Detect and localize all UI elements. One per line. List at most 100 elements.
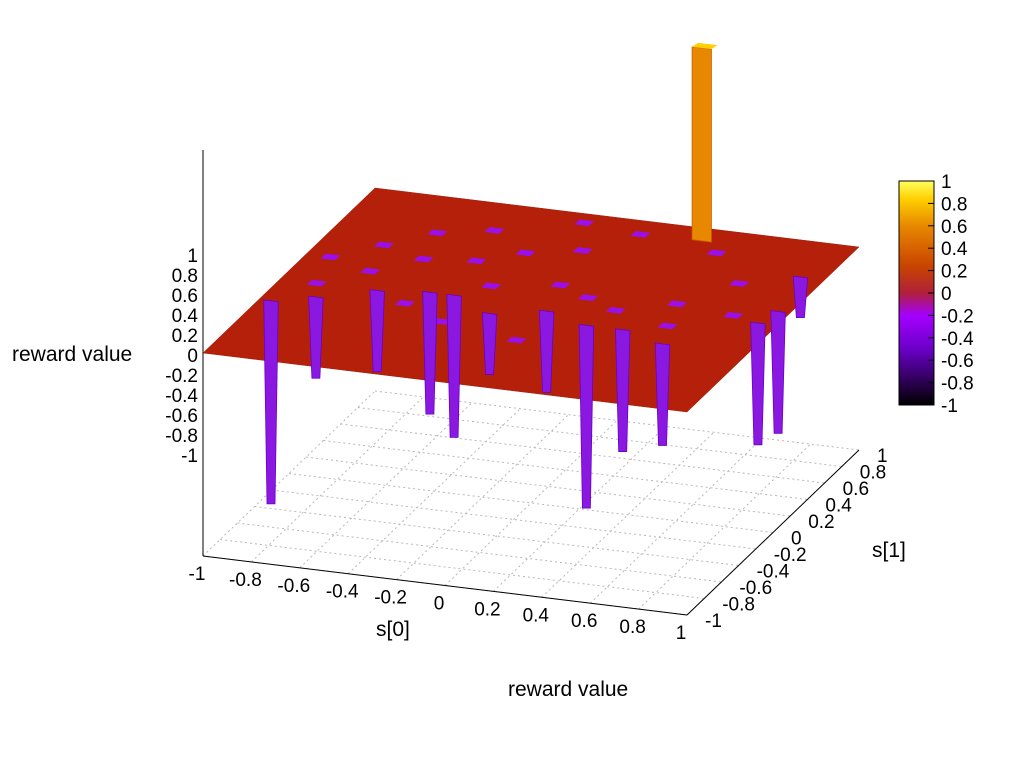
colorbox-title: reward value — [508, 678, 628, 701]
z-tick-label: 0.4 — [172, 306, 199, 327]
y-tick-label: -0.6 — [739, 578, 772, 599]
grid-line-y — [237, 522, 722, 583]
x-tick-label: 0 — [434, 594, 445, 615]
x-tick-label: -0.8 — [229, 570, 262, 591]
y-tick-label: 0 — [791, 529, 802, 550]
color-key-tick-label: 1 — [941, 172, 952, 193]
y-tick-label: -0.2 — [774, 545, 807, 566]
color-key-tick-label: -0.4 — [941, 329, 974, 350]
surface-patch — [729, 280, 749, 287]
color-key-tick-label: 0.2 — [941, 262, 967, 283]
surface-patch — [605, 306, 626, 314]
surface-dip — [422, 290, 438, 415]
surface-dip — [654, 342, 671, 446]
z-tick-label: -0.8 — [165, 426, 198, 447]
z-tick-label: -0.2 — [165, 366, 198, 387]
tick-labels: -1 -0.8 -0.6 -0.4 -0.2 0 0.2 0.4 0.6 0.8 1-1-0.8-0… — [165, 246, 887, 644]
surface-patch — [484, 227, 505, 234]
surface-patch — [578, 294, 598, 302]
surface-dip — [538, 309, 555, 393]
surface-patch — [374, 241, 394, 249]
surface-patch — [667, 300, 687, 308]
surface-dip — [770, 310, 786, 434]
color-key-tick-label: 0 — [941, 284, 952, 305]
y-axis-label: s[1] — [872, 539, 906, 562]
grid-line-y — [254, 506, 739, 566]
surface-patch — [572, 247, 593, 254]
color-key-tick-label: -1 — [941, 396, 958, 417]
surface-patch — [550, 281, 571, 289]
y-tick-label: 0.6 — [843, 479, 869, 500]
surface-dip — [792, 275, 809, 319]
surface-dip — [615, 328, 631, 452]
surface-dip — [481, 312, 498, 375]
surface-patch — [320, 253, 341, 261]
surface-patch — [706, 249, 727, 257]
color-key: 10.80.60.40.20-0.2-0.4-0.6-0.8-1 — [898, 172, 974, 417]
reward-surface — [202, 42, 860, 509]
x-tick-label: 0.4 — [523, 605, 550, 626]
y-tick-label: 0.2 — [808, 512, 834, 533]
surface-patch — [413, 255, 434, 263]
grid-line-x — [638, 443, 811, 610]
grid-line-y — [357, 407, 842, 467]
surface-patch — [395, 299, 415, 307]
grid-line-y — [306, 456, 791, 517]
grid-line-y — [271, 489, 756, 550]
y-axis-line — [686, 449, 860, 616]
y-tick-label: -0.8 — [722, 595, 755, 616]
surface-dip — [263, 299, 279, 505]
grid-line-y — [220, 539, 705, 599]
z-tick-label: 1 — [187, 246, 198, 267]
y-tick-label: 0.4 — [825, 496, 852, 517]
surface-patch — [360, 267, 381, 275]
grid-line-y — [288, 473, 774, 533]
x-tick-label: -0.2 — [374, 588, 407, 609]
y-tick-label: 1 — [877, 446, 888, 467]
color-key-tick-label: 0.4 — [941, 239, 968, 260]
surface-dip — [369, 289, 385, 373]
z-tick-label: 0 — [187, 346, 198, 367]
grid-line-y — [323, 440, 808, 500]
surface-dip — [308, 295, 324, 379]
surface-patch — [506, 336, 527, 344]
z-axis-label: reward value — [12, 343, 132, 366]
color-key-tick-label: -0.2 — [941, 306, 974, 327]
surface-dip — [750, 321, 766, 446]
surface-patch — [466, 257, 487, 265]
color-key-tick-label: -0.6 — [941, 351, 974, 372]
z-tick-label: -0.6 — [165, 406, 198, 427]
grid-line-x — [299, 402, 473, 569]
surface-patch — [427, 229, 448, 237]
surface-patch — [630, 230, 651, 238]
z-tick-label: -1 — [181, 446, 198, 467]
x-tick-label: 0.8 — [619, 617, 645, 638]
grid-line-y — [340, 423, 825, 484]
grid-line-x — [251, 396, 424, 563]
surface-dip — [578, 324, 595, 509]
z-tick-label: 0.6 — [172, 286, 198, 307]
x-tick-label: 0.2 — [474, 599, 500, 620]
surface-patch — [657, 322, 678, 330]
z-tick-label: 0.8 — [172, 266, 198, 287]
surface-peak — [691, 46, 712, 243]
surface-plane — [202, 187, 860, 413]
x-axis-label: s[0] — [376, 618, 410, 641]
color-key-tick-label: -0.8 — [941, 374, 974, 395]
surface-patch — [481, 282, 502, 290]
base-grid — [202, 390, 860, 616]
x-tick-label: 1 — [676, 623, 687, 644]
surface-patch — [574, 219, 595, 227]
y-tick-label: 0.8 — [860, 463, 886, 484]
surface-dip — [446, 293, 462, 438]
color-key-tick-label: 0.8 — [941, 194, 967, 215]
x-tick-label: -1 — [189, 564, 206, 585]
z-tick-label: -0.4 — [165, 386, 198, 407]
surface-patch — [515, 249, 536, 257]
grid-line-x — [493, 426, 666, 592]
y-tick-label: -1 — [705, 611, 722, 632]
x-tick-label: 0.6 — [571, 611, 597, 632]
surface-peak-top — [692, 42, 718, 50]
surface-patch — [723, 311, 744, 319]
